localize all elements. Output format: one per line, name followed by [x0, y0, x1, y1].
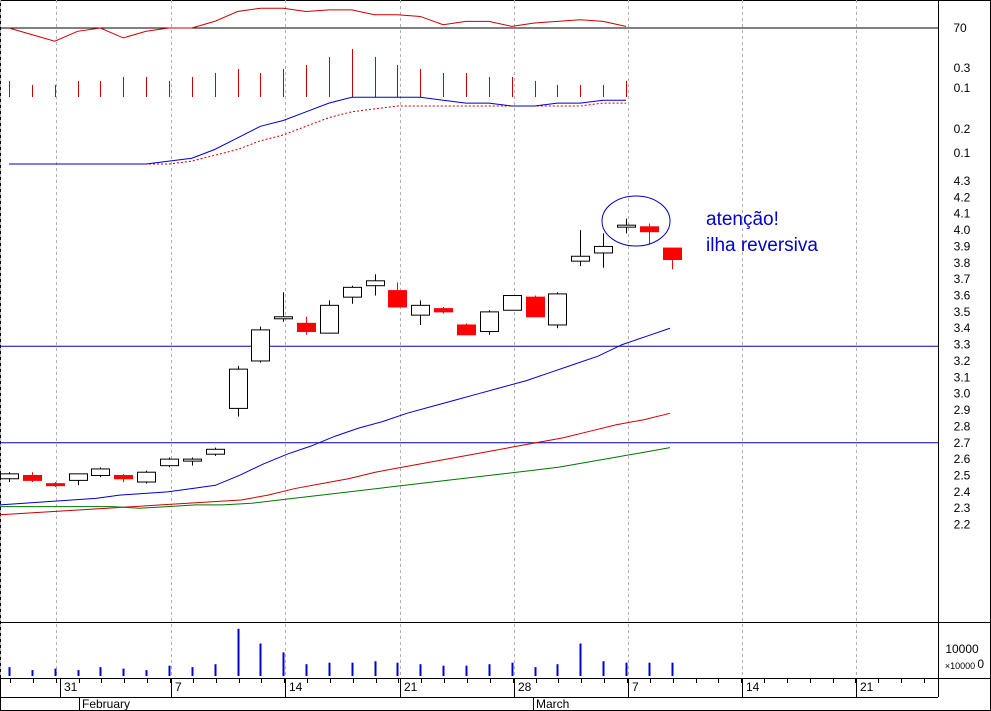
- x-day-label: 14: [746, 680, 760, 694]
- candle-body: [617, 224, 636, 228]
- x-day-label: 7: [632, 680, 639, 694]
- hist-tick: 0.1: [954, 81, 971, 95]
- candle-body: [366, 280, 385, 287]
- candle-body: [526, 296, 545, 318]
- price-tick: 2.9: [954, 403, 971, 417]
- x-day-label: 21: [404, 680, 418, 694]
- price-tick: 3.0: [954, 387, 971, 401]
- candle-body: [594, 245, 613, 254]
- candle-body: [640, 226, 659, 233]
- price-tick: 4.2: [954, 190, 971, 204]
- x-day-label: 31: [64, 680, 78, 694]
- ma-mid-line: [0, 412, 671, 516]
- x-axis: 31 7 14 21 28 7 14 21 February March: [10, 678, 925, 711]
- rsi-panel: 70: [0, 7, 967, 42]
- candle-body: [0, 473, 19, 480]
- candle-body: [480, 311, 499, 333]
- x-day-label: 28: [518, 680, 532, 694]
- osc-tick: 0.2: [954, 122, 971, 136]
- candle-body: [137, 471, 156, 483]
- price-tick: 2.6: [954, 452, 971, 466]
- volume-tick: 0: [977, 657, 984, 671]
- price-tick: 3.4: [954, 321, 971, 335]
- candle-body: [91, 468, 110, 476]
- price-tick: 3.6: [954, 289, 971, 303]
- vertical-gridlines: [0, 0, 857, 678]
- highlight-ellipse: [601, 195, 671, 247]
- candle-body: [251, 329, 270, 362]
- candle-body: [69, 473, 88, 481]
- candle-body: [183, 458, 202, 462]
- candle-body: [160, 458, 179, 467]
- price-tick: 2.2: [954, 518, 971, 532]
- candle-body: [411, 304, 430, 316]
- candle-body: [571, 255, 590, 262]
- rsi-tick: 70: [953, 21, 967, 35]
- candle-body: [388, 290, 407, 308]
- price-tick: 4.0: [954, 223, 971, 237]
- price-tick: 3.8: [954, 256, 971, 270]
- candle-body: [457, 324, 476, 336]
- candle-body: [114, 474, 133, 480]
- price-panel: 4.3 4.2 4.1 4.0 3.9 3.8 3.7 3.6 3.5 3.4 3.3 3.2 3.1 3…: [0, 174, 971, 532]
- candle-body: [320, 304, 339, 334]
- histogram-panel: 0.30.1: [9, 49, 971, 97]
- candle-body: [663, 247, 682, 261]
- osc-signal-line: [9, 102, 626, 165]
- candle-body: [229, 368, 248, 409]
- price-tick: 3.3: [954, 338, 971, 352]
- candle-body: [46, 483, 65, 487]
- candle-body: [503, 295, 522, 311]
- price-tick: 3.5: [954, 305, 971, 319]
- annotation: atenção! ilha reversiva: [601, 195, 818, 256]
- price-tick: 3.1: [954, 370, 971, 384]
- price-tick: 2.7: [954, 436, 971, 450]
- ma-fast-line: [0, 327, 671, 506]
- price-tick: 4.3: [954, 174, 971, 188]
- x-month-label: February: [82, 697, 130, 711]
- price-tick: 2.5: [954, 468, 971, 482]
- annotation-line-1: atenção!: [706, 209, 779, 230]
- candle-body: [274, 316, 293, 320]
- candle-body: [343, 286, 362, 298]
- candle-body: [434, 308, 453, 313]
- price-tick: 2.3: [954, 501, 971, 515]
- annotation-line-2: ilha reversiva: [706, 235, 818, 256]
- candle-body: [206, 448, 225, 455]
- volume-tick: 10000: [945, 642, 979, 656]
- price-tick: 2.4: [954, 485, 971, 499]
- x-day-label: 21: [860, 680, 874, 694]
- candle-body: [297, 322, 316, 333]
- price-tick: 3.2: [954, 354, 971, 368]
- price-tick: 3.9: [954, 239, 971, 253]
- candle-body: [548, 293, 567, 326]
- osc-line: [9, 96, 626, 165]
- x-month-label: March: [536, 697, 569, 711]
- osc-tick: 0.1: [954, 146, 971, 160]
- x-day-label: 14: [289, 680, 303, 694]
- oscillator-panel: 0.2 0.1: [9, 96, 971, 165]
- volume-unit-label: ×10000: [945, 661, 975, 671]
- candle-body: [23, 474, 42, 481]
- ma-slow-line: [0, 447, 671, 509]
- price-tick: 3.7: [954, 272, 971, 286]
- hist-tick: 0.3: [954, 61, 971, 75]
- x-day-label: 7: [175, 680, 182, 694]
- price-tick: 4.1: [954, 207, 971, 221]
- rsi-line: [8, 7, 627, 42]
- price-tick: 2.8: [954, 419, 971, 433]
